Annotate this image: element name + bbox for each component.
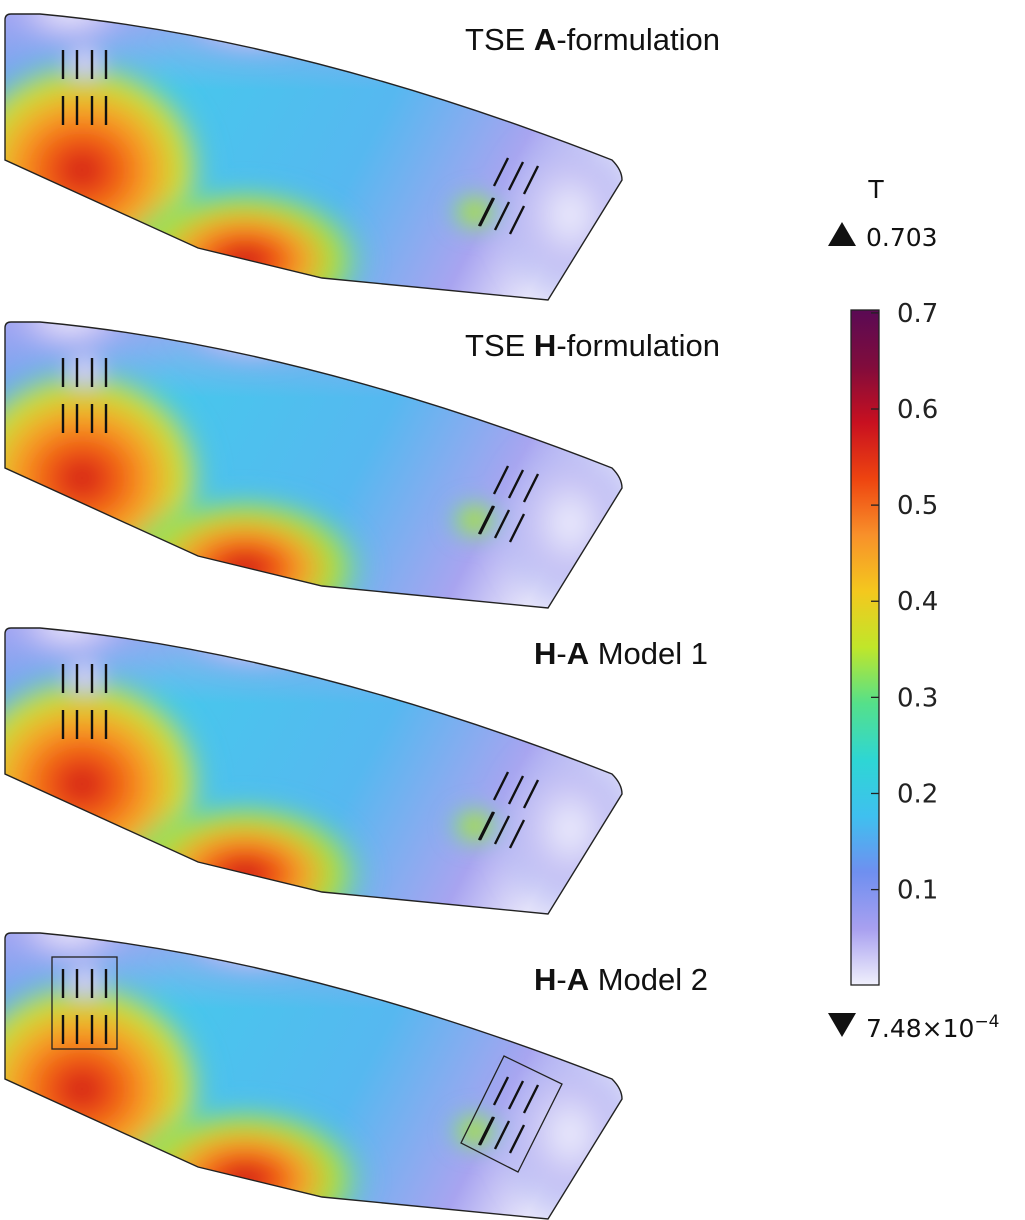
panel-title-part: -	[556, 962, 566, 997]
right-conductor-group	[477, 1076, 540, 1154]
field-panel-2: TSE H-formulation	[4, 321, 720, 609]
panel-title-part: H	[534, 328, 556, 363]
domain-outline	[4, 321, 623, 609]
colorbar-tick-label: 0.3	[897, 683, 938, 713]
panel-title: H-A Model 2	[534, 962, 708, 997]
colorbar-min-label: 7.48×10−4	[866, 1012, 1000, 1043]
colorbar-tick-label: 0.7	[897, 299, 938, 329]
panel-title-part: Model 1	[589, 636, 708, 671]
left-domain-box	[51, 956, 118, 1050]
panel-title: H-A Model 1	[534, 636, 708, 671]
colorbar-tick-label: 0.2	[897, 779, 938, 809]
colorbar-ticks: 0.1 0.2 0.3 0.4 0.5 0.6 0.7	[871, 299, 938, 906]
colorbar-max-label: 0.703	[866, 223, 938, 252]
right-conductor-group	[477, 157, 540, 235]
left-conductor-group	[61, 664, 108, 739]
panel-title: TSE H-formulation	[465, 328, 720, 363]
panel-title-part: -	[556, 636, 566, 671]
field-panel-1: TSE A-formulation	[4, 13, 720, 301]
panel-title-part: A	[567, 962, 589, 997]
colorbar-tick-label: 0.6	[897, 395, 938, 425]
right-conductor-group	[477, 465, 540, 543]
right-domain-box	[460, 1055, 563, 1173]
domain-outline	[4, 932, 623, 1220]
min-marker-icon	[828, 1013, 856, 1037]
colorbar: T 0.703 0.1 0.2 0.3 0.4 0.5 0.6 0.7 7.48×10−4	[828, 175, 1000, 1043]
colorbar-tick-label: 0.5	[897, 491, 938, 521]
colorbar-min-mantissa: 7.48×10	[866, 1014, 974, 1043]
domain-outline	[4, 627, 623, 915]
panel-title-part: H	[534, 962, 556, 997]
colorbar-unit: T	[867, 175, 884, 204]
flux-density-map	[5, 933, 622, 1219]
panel-title-part: -formulation	[556, 328, 720, 363]
max-marker-icon	[828, 222, 856, 246]
panel-title-part: H	[534, 636, 556, 671]
colorbar-gradient	[850, 309, 880, 986]
colorbar-tick-label: 0.1	[897, 876, 938, 906]
panel-title: TSE A-formulation	[465, 22, 720, 57]
left-conductor-group	[61, 358, 108, 433]
colorbar-min-exponent: −4	[974, 1012, 999, 1032]
panel-title-part: TSE	[465, 328, 534, 363]
left-conductor-group	[61, 50, 108, 125]
panel-title-part: A	[534, 22, 556, 57]
panel-title-part: A	[567, 636, 589, 671]
left-conductor-group	[61, 969, 108, 1044]
panel-title-part: Model 2	[589, 962, 708, 997]
panel-title-part: TSE	[465, 22, 534, 57]
domain-outline	[4, 13, 623, 301]
right-conductor-group	[477, 771, 540, 849]
field-panel-3: H-A Model 1	[4, 627, 708, 915]
field-panel-4: H-A Model 2	[4, 932, 708, 1220]
panel-title-part: -formulation	[556, 22, 720, 57]
colorbar-tick-label: 0.4	[897, 587, 938, 617]
